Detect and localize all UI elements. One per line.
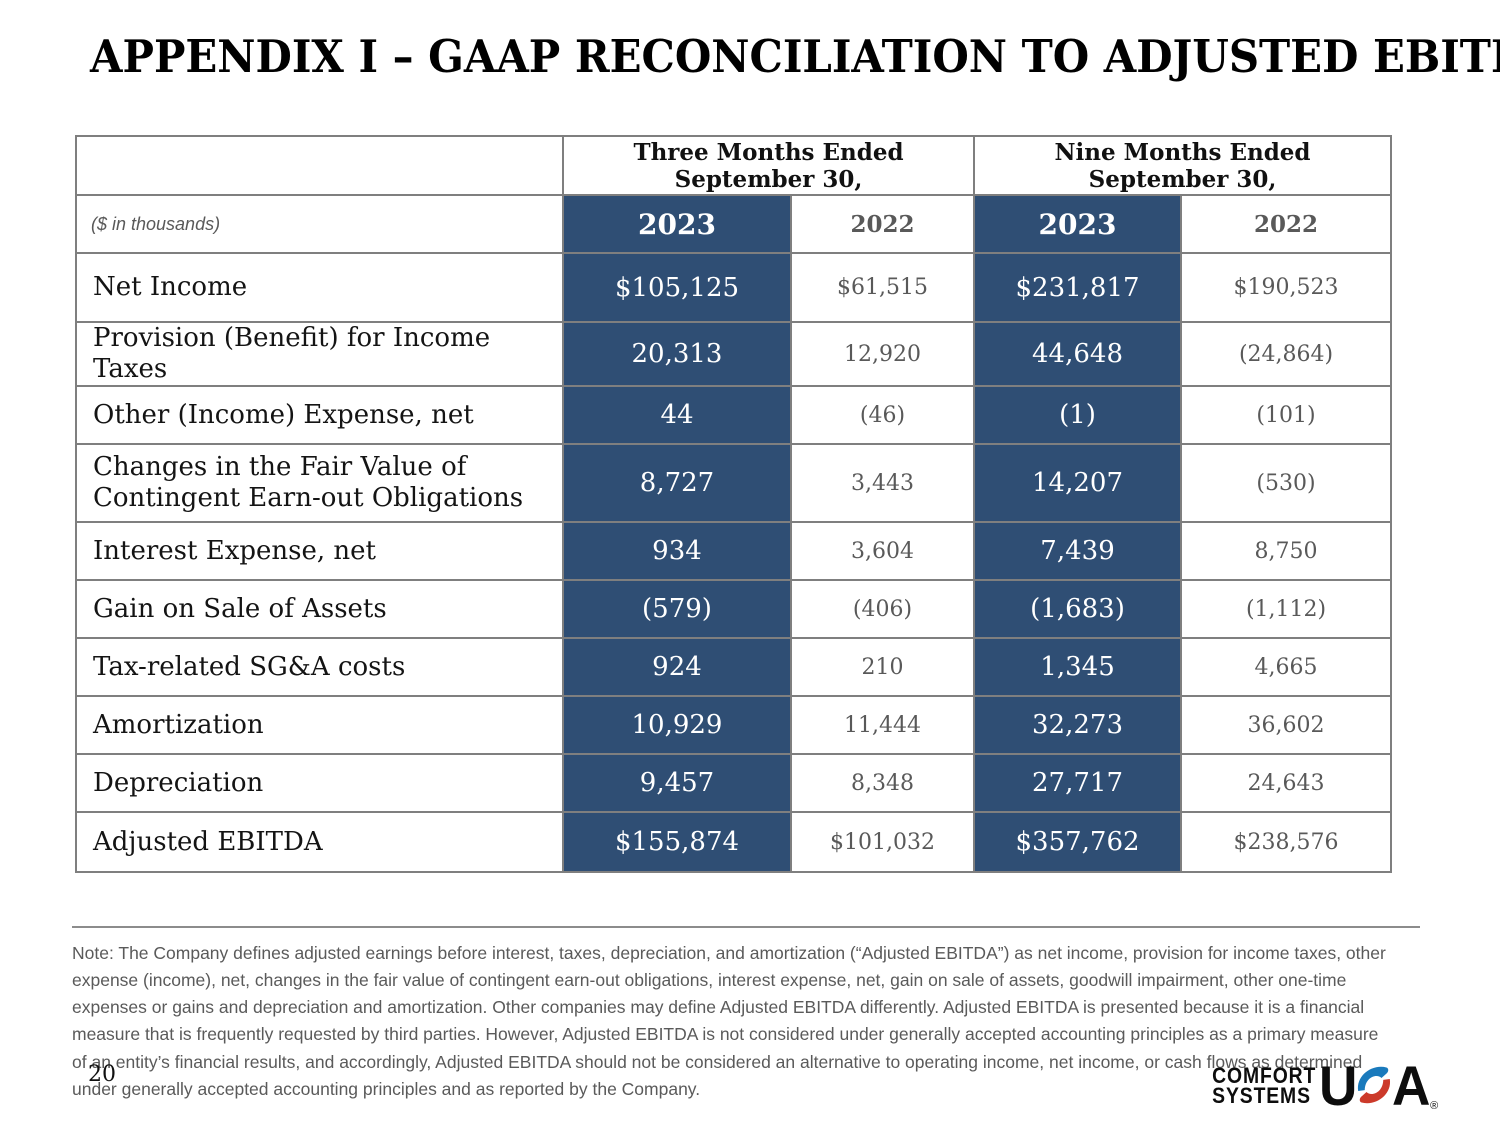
note-divider bbox=[72, 926, 1420, 928]
year-header-2023-3m: 2023 bbox=[562, 194, 792, 254]
value-cell: $238,576 bbox=[1180, 811, 1393, 874]
year-header-row: ($ in thousands) 2023 2022 2023 2022 bbox=[75, 194, 1393, 254]
table-row: Adjusted EBITDA $155,874 $101,032 $357,7… bbox=[75, 811, 1393, 874]
row-label: Changes in the Fair Value of Contingent … bbox=[75, 443, 564, 524]
value-cell: (1,112) bbox=[1180, 579, 1393, 640]
table-row: Gain on Sale of Assets (579) (406) (1,68… bbox=[75, 579, 1393, 640]
table-row: Net Income $105,125 $61,515 $231,817 $19… bbox=[75, 252, 1393, 323]
row-label: Provision (Benefit) for Income Taxes bbox=[75, 320, 564, 388]
value-cell: 44 bbox=[562, 385, 792, 446]
value-cell: 9,457 bbox=[562, 753, 792, 814]
logo-wordmark: COMFORT SYSTEMS bbox=[1212, 1062, 1317, 1108]
value-cell: 8,348 bbox=[789, 753, 976, 814]
row-label: Gain on Sale of Assets bbox=[75, 579, 564, 640]
value-cell: (46) bbox=[789, 385, 976, 446]
value-cell: (406) bbox=[789, 579, 976, 640]
row-label: Amortization bbox=[75, 695, 564, 756]
group-header-three-months: Three Months Ended September 30, bbox=[561, 135, 976, 196]
value-cell: 8,750 bbox=[1180, 521, 1393, 582]
value-cell: 27,717 bbox=[973, 753, 1183, 814]
row-label: Interest Expense, net bbox=[75, 521, 564, 582]
registered-trademark-mark: ® bbox=[1430, 1100, 1439, 1112]
table-row: Changes in the Fair Value of Contingent … bbox=[75, 443, 1393, 524]
value-cell: (1) bbox=[973, 385, 1183, 446]
table-row: Tax-related SG&A costs 924 210 1,345 4,6… bbox=[75, 637, 1393, 698]
value-cell: $231,817 bbox=[973, 252, 1183, 323]
value-cell: 924 bbox=[562, 637, 792, 698]
value-cell: $155,874 bbox=[562, 811, 792, 874]
page-title: APPENDIX I – GAAP RECONCILIATION TO ADJU… bbox=[90, 30, 1500, 83]
corner-cell bbox=[75, 135, 564, 196]
table-row: Other (Income) Expense, net 44 (46) (1) … bbox=[75, 385, 1393, 446]
value-cell: 12,920 bbox=[789, 320, 976, 388]
table-row: Depreciation 9,457 8,348 27,717 24,643 bbox=[75, 753, 1393, 814]
value-cell: 4,665 bbox=[1180, 637, 1393, 698]
row-label: Depreciation bbox=[75, 753, 564, 814]
logo-wordmark-line1: COMFORT bbox=[1212, 1062, 1317, 1088]
logo-usa-a: A bbox=[1391, 1054, 1430, 1117]
table-row: Interest Expense, net 934 3,604 7,439 8,… bbox=[75, 521, 1393, 582]
value-cell: 7,439 bbox=[973, 521, 1183, 582]
value-cell: (24,864) bbox=[1180, 320, 1393, 388]
value-cell: (101) bbox=[1180, 385, 1393, 446]
group-header-nine-months: Nine Months Ended September 30, bbox=[973, 135, 1393, 196]
value-cell: 934 bbox=[562, 521, 792, 582]
group-header-row: Three Months Ended September 30, Nine Mo… bbox=[75, 135, 1393, 196]
footnote: Note: The Company defines adjusted earni… bbox=[72, 943, 1386, 1099]
unit-label: ($ in thousands) bbox=[75, 194, 564, 254]
value-cell: $61,515 bbox=[789, 252, 976, 323]
value-cell: 36,602 bbox=[1180, 695, 1393, 756]
value-cell: $101,032 bbox=[789, 811, 976, 874]
year-header-2022-3m: 2022 bbox=[789, 194, 976, 254]
table-row: Amortization 10,929 11,444 32,273 36,602 bbox=[75, 695, 1393, 756]
row-label: Net Income bbox=[75, 252, 564, 323]
value-cell: 3,604 bbox=[789, 521, 976, 582]
value-cell: 210 bbox=[789, 637, 976, 698]
gaap-reconciliation-table: Three Months Ended September 30, Nine Mo… bbox=[75, 135, 1393, 874]
page-number: 20 bbox=[88, 1062, 116, 1087]
value-cell: 1,345 bbox=[973, 637, 1183, 698]
comfort-systems-usa-logo: COMFORT SYSTEMS U A ® bbox=[1198, 1058, 1438, 1114]
year-header-2022-9m: 2022 bbox=[1180, 194, 1393, 254]
value-cell: $357,762 bbox=[973, 811, 1183, 874]
value-cell: 8,727 bbox=[562, 443, 792, 524]
value-cell: $105,125 bbox=[562, 252, 792, 323]
value-cell: 44,648 bbox=[973, 320, 1183, 388]
value-cell: $190,523 bbox=[1180, 252, 1393, 323]
value-cell: 14,207 bbox=[973, 443, 1183, 524]
logo-wordmark-line2: SYSTEMS bbox=[1212, 1083, 1311, 1108]
value-cell: (1,683) bbox=[973, 579, 1183, 640]
year-header-2023-9m: 2023 bbox=[973, 194, 1183, 254]
logo-usa-u: U bbox=[1319, 1054, 1357, 1117]
value-cell: 11,444 bbox=[789, 695, 976, 756]
row-label: Other (Income) Expense, net bbox=[75, 385, 564, 446]
value-cell: (579) bbox=[562, 579, 792, 640]
value-cell: 3,443 bbox=[789, 443, 976, 524]
value-cell: 24,643 bbox=[1180, 753, 1393, 814]
value-cell: 20,313 bbox=[562, 320, 792, 388]
table-row: Provision (Benefit) for Income Taxes 20,… bbox=[75, 320, 1393, 388]
value-cell: 10,929 bbox=[562, 695, 792, 756]
usa-s-swoosh-icon bbox=[1357, 1066, 1390, 1104]
logo-usa: U A ® bbox=[1318, 1058, 1438, 1114]
row-label: Adjusted EBITDA bbox=[75, 811, 564, 874]
row-label: Tax-related SG&A costs bbox=[75, 637, 564, 698]
value-cell: (530) bbox=[1180, 443, 1393, 524]
value-cell: 32,273 bbox=[973, 695, 1183, 756]
